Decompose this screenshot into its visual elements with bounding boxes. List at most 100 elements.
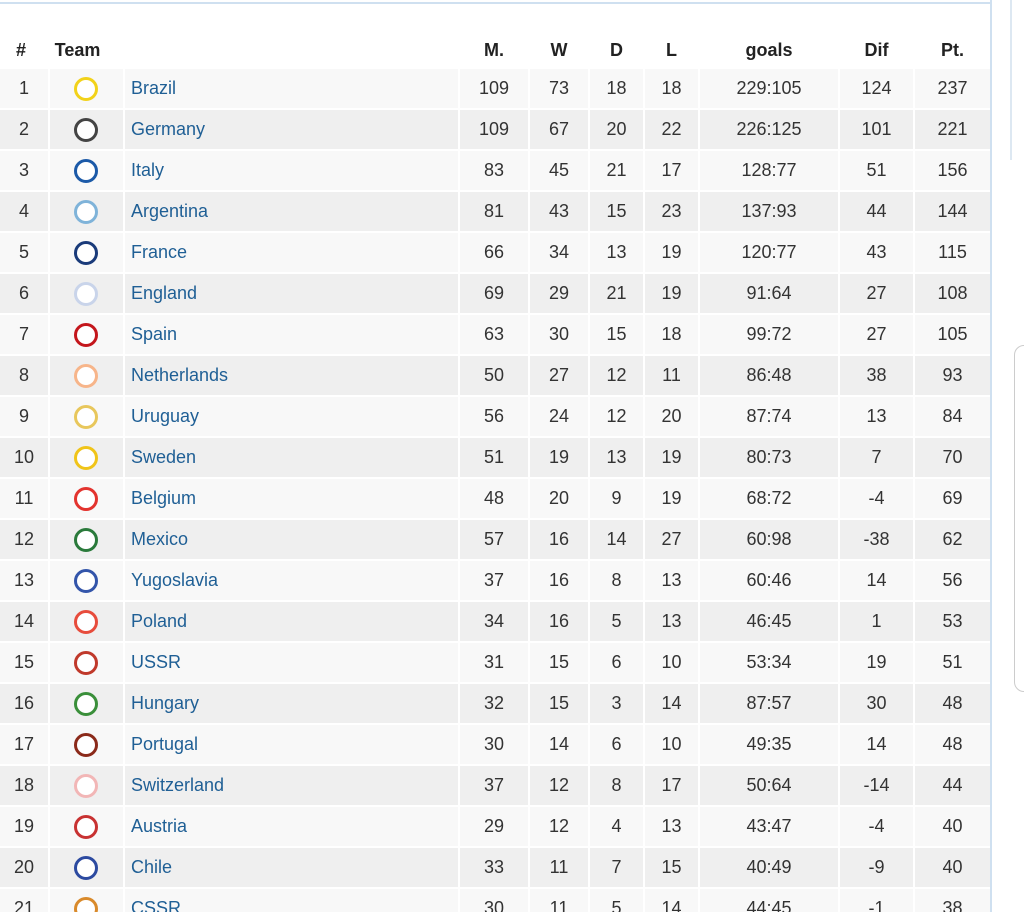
table-cell: -1	[840, 889, 913, 912]
table-cell: 20	[590, 110, 643, 149]
team-name[interactable]: Switzerland	[125, 766, 458, 805]
table-cell: 30	[460, 725, 528, 764]
table-cell: 40	[915, 848, 990, 887]
table-cell: 22	[645, 110, 698, 149]
table-cell: 87:74	[700, 397, 838, 436]
table-cell: 2	[0, 110, 48, 149]
table-cell: 7	[840, 438, 913, 477]
table-cell: 91:64	[700, 274, 838, 313]
column-header: L	[645, 31, 698, 69]
column-header: D	[590, 31, 643, 69]
table-cell: 13	[590, 438, 643, 477]
table-cell: 11	[0, 479, 48, 518]
table-cell: 53:34	[700, 643, 838, 682]
team-name[interactable]: CSSR	[125, 889, 458, 912]
table-cell: 120:77	[700, 233, 838, 272]
team-flag	[74, 815, 98, 839]
table-cell: 5	[590, 889, 643, 912]
table-cell: 115	[915, 233, 990, 272]
table-cell: 12	[590, 356, 643, 395]
team-name[interactable]: Chile	[125, 848, 458, 887]
table-cell: 15	[645, 848, 698, 887]
table-cell: 23	[645, 192, 698, 231]
column-header: M.	[460, 31, 528, 69]
team-flag	[74, 692, 98, 716]
table-cell: 8	[590, 766, 643, 805]
table-cell: 12	[590, 397, 643, 436]
team-name[interactable]: Portugal	[125, 725, 458, 764]
team-flag	[74, 364, 98, 388]
table-cell: 56	[915, 561, 990, 600]
table-cell: 7	[590, 848, 643, 887]
table-cell: 86:48	[700, 356, 838, 395]
team-flag	[74, 528, 98, 552]
table-cell: 33	[460, 848, 528, 887]
table-cell: 46:45	[700, 602, 838, 641]
table-cell: 19	[0, 807, 48, 846]
team-name[interactable]: Yugoslavia	[125, 561, 458, 600]
team-name[interactable]: Belgium	[125, 479, 458, 518]
table-cell: 69	[460, 274, 528, 313]
table-cell: 67	[530, 110, 588, 149]
table-cell: 70	[915, 438, 990, 477]
table-cell: 3	[590, 684, 643, 723]
table-cell: 15	[0, 643, 48, 682]
table-cell: 18	[645, 69, 698, 108]
team-name[interactable]: USSR	[125, 643, 458, 682]
table-cell: 221	[915, 110, 990, 149]
team-name[interactable]: Hungary	[125, 684, 458, 723]
team-name[interactable]: England	[125, 274, 458, 313]
table-cell: 9	[0, 397, 48, 436]
team-name[interactable]: Germany	[125, 110, 458, 149]
team-flag	[74, 774, 98, 798]
team-name[interactable]: France	[125, 233, 458, 272]
table-cell: 17	[0, 725, 48, 764]
table-cell: 60:98	[700, 520, 838, 559]
team-name[interactable]: Brazil	[125, 69, 458, 108]
team-name[interactable]: Poland	[125, 602, 458, 641]
table-cell: 124	[840, 69, 913, 108]
team-name[interactable]: Spain	[125, 315, 458, 354]
table-cell: 8	[590, 561, 643, 600]
table-cell: 6	[590, 725, 643, 764]
team-flag	[74, 323, 98, 347]
table-cell: 60:46	[700, 561, 838, 600]
table-cell: 27	[840, 274, 913, 313]
team-name[interactable]: Uruguay	[125, 397, 458, 436]
team-name[interactable]: Argentina	[125, 192, 458, 231]
table-cell: 9	[590, 479, 643, 518]
table-cell: 27	[645, 520, 698, 559]
table-cell: 14	[0, 602, 48, 641]
table-cell: 63	[460, 315, 528, 354]
table-cell: 18	[590, 69, 643, 108]
team-flag	[74, 282, 98, 306]
team-name[interactable]: Netherlands	[125, 356, 458, 395]
table-cell: 34	[530, 233, 588, 272]
table-cell: 6	[590, 643, 643, 682]
team-flag	[74, 159, 98, 183]
team-name[interactable]: Italy	[125, 151, 458, 190]
table-cell: 93	[915, 356, 990, 395]
table-cell: 101	[840, 110, 913, 149]
side-panel	[1014, 345, 1024, 692]
table-cell: 13	[645, 561, 698, 600]
table-cell: 30	[840, 684, 913, 723]
table-cell: 10	[0, 438, 48, 477]
table-cell: 13	[645, 602, 698, 641]
table-cell: 11	[530, 848, 588, 887]
team-flag	[74, 733, 98, 757]
table-cell: 128:77	[700, 151, 838, 190]
team-flag	[74, 77, 98, 101]
table-cell: 15	[530, 643, 588, 682]
team-name[interactable]: Austria	[125, 807, 458, 846]
team-name[interactable]: Mexico	[125, 520, 458, 559]
table-cell: 49:35	[700, 725, 838, 764]
table-cell: 137:93	[700, 192, 838, 231]
table-cell: 21	[0, 889, 48, 912]
table-cell: 15	[590, 315, 643, 354]
team-name[interactable]: Sweden	[125, 438, 458, 477]
table-cell: 14	[840, 725, 913, 764]
table-cell: 21	[590, 274, 643, 313]
table-cell: 51	[840, 151, 913, 190]
